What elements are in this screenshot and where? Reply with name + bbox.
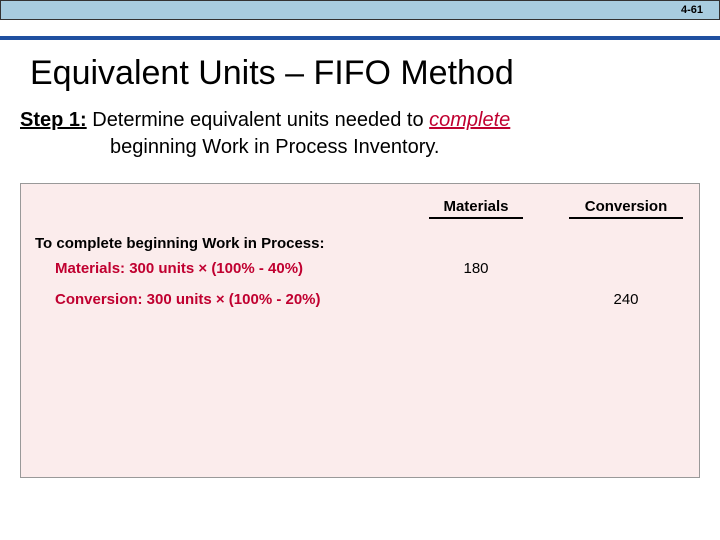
column-headers: Materials Conversion (21, 184, 699, 223)
cell-conversion: 240 (561, 291, 691, 308)
column-header-conversion: Conversion (561, 198, 691, 223)
step-text-after: beginning Work in Process Inventory. (20, 134, 700, 161)
step-complete-word: complete (429, 109, 510, 131)
column-header-materials-label: Materials (443, 198, 508, 215)
slide-title: Equivalent Units – FIFO Method (0, 40, 720, 103)
header-underline (429, 217, 523, 219)
header-spacer (21, 198, 421, 223)
column-header-materials: Materials (421, 198, 531, 223)
step-text-before: Determine equivalent units needed to (87, 109, 429, 131)
column-header-conversion-label: Conversion (585, 198, 668, 215)
table-row: Materials: 300 units × (100% - 40%) 180 (21, 252, 699, 277)
cell-materials: 180 (421, 260, 531, 277)
row-label-conversion: Conversion: 300 units × (100% - 20%) (21, 291, 421, 308)
top-bar: 4-61 (0, 0, 720, 20)
table-row: Conversion: 300 units × (100% - 20%) 240 (21, 277, 699, 308)
step-label: Step 1: (20, 109, 87, 131)
step-description: Step 1: Determine equivalent units neede… (0, 103, 720, 161)
header-gap (531, 198, 561, 223)
calculation-table: Materials Conversion To complete beginni… (20, 183, 700, 478)
section-heading: To complete beginning Work in Process: (21, 223, 699, 252)
row-label-materials: Materials: 300 units × (100% - 40%) (21, 260, 421, 277)
header-underline (569, 217, 683, 219)
page-number: 4-61 (681, 4, 703, 16)
